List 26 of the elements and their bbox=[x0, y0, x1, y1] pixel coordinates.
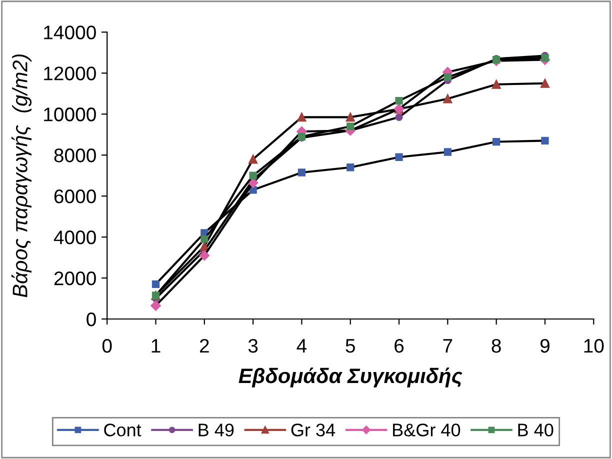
x-tick-label: 1 bbox=[152, 339, 160, 353]
x-tick-label: 10 bbox=[584, 338, 604, 353]
legend-label: B 49 bbox=[198, 424, 234, 436]
y-tick-label: 6000 bbox=[54, 190, 96, 204]
y-tick-label: 12000 bbox=[44, 66, 96, 80]
x-tick-label: 2 bbox=[200, 338, 209, 353]
y-tick-label: 2000 bbox=[54, 271, 96, 286]
x-tick-label: 5 bbox=[346, 339, 355, 353]
x-tick-label: 0 bbox=[102, 338, 112, 353]
y-axis-title: Βάρος παραγωγής (g/m2) bbox=[11, 54, 32, 298]
x-tick-label: 9 bbox=[540, 338, 550, 353]
x-tick-label: 3 bbox=[248, 338, 258, 353]
x-axis-title: Εβδομάδα Συγκομιδής bbox=[238, 368, 462, 388]
legend-label: Gr 34 bbox=[291, 424, 336, 436]
legend-label: B 40 bbox=[518, 424, 554, 436]
y-tick-label: 0 bbox=[86, 312, 96, 326]
x-tick-label: 4 bbox=[296, 339, 307, 353]
y-tick-label: 14000 bbox=[44, 26, 96, 40]
y-tick-label: 8000 bbox=[54, 148, 96, 162]
y-tick-label: 10000 bbox=[44, 108, 96, 122]
y-tick-label: 4000 bbox=[54, 230, 96, 244]
legend-label: B&Gr 40 bbox=[393, 424, 460, 436]
legend-label: Cont bbox=[104, 424, 142, 436]
x-tick-label: 6 bbox=[394, 338, 404, 353]
x-tick-label: 7 bbox=[443, 339, 452, 353]
x-tick-label: 8 bbox=[492, 338, 501, 353]
